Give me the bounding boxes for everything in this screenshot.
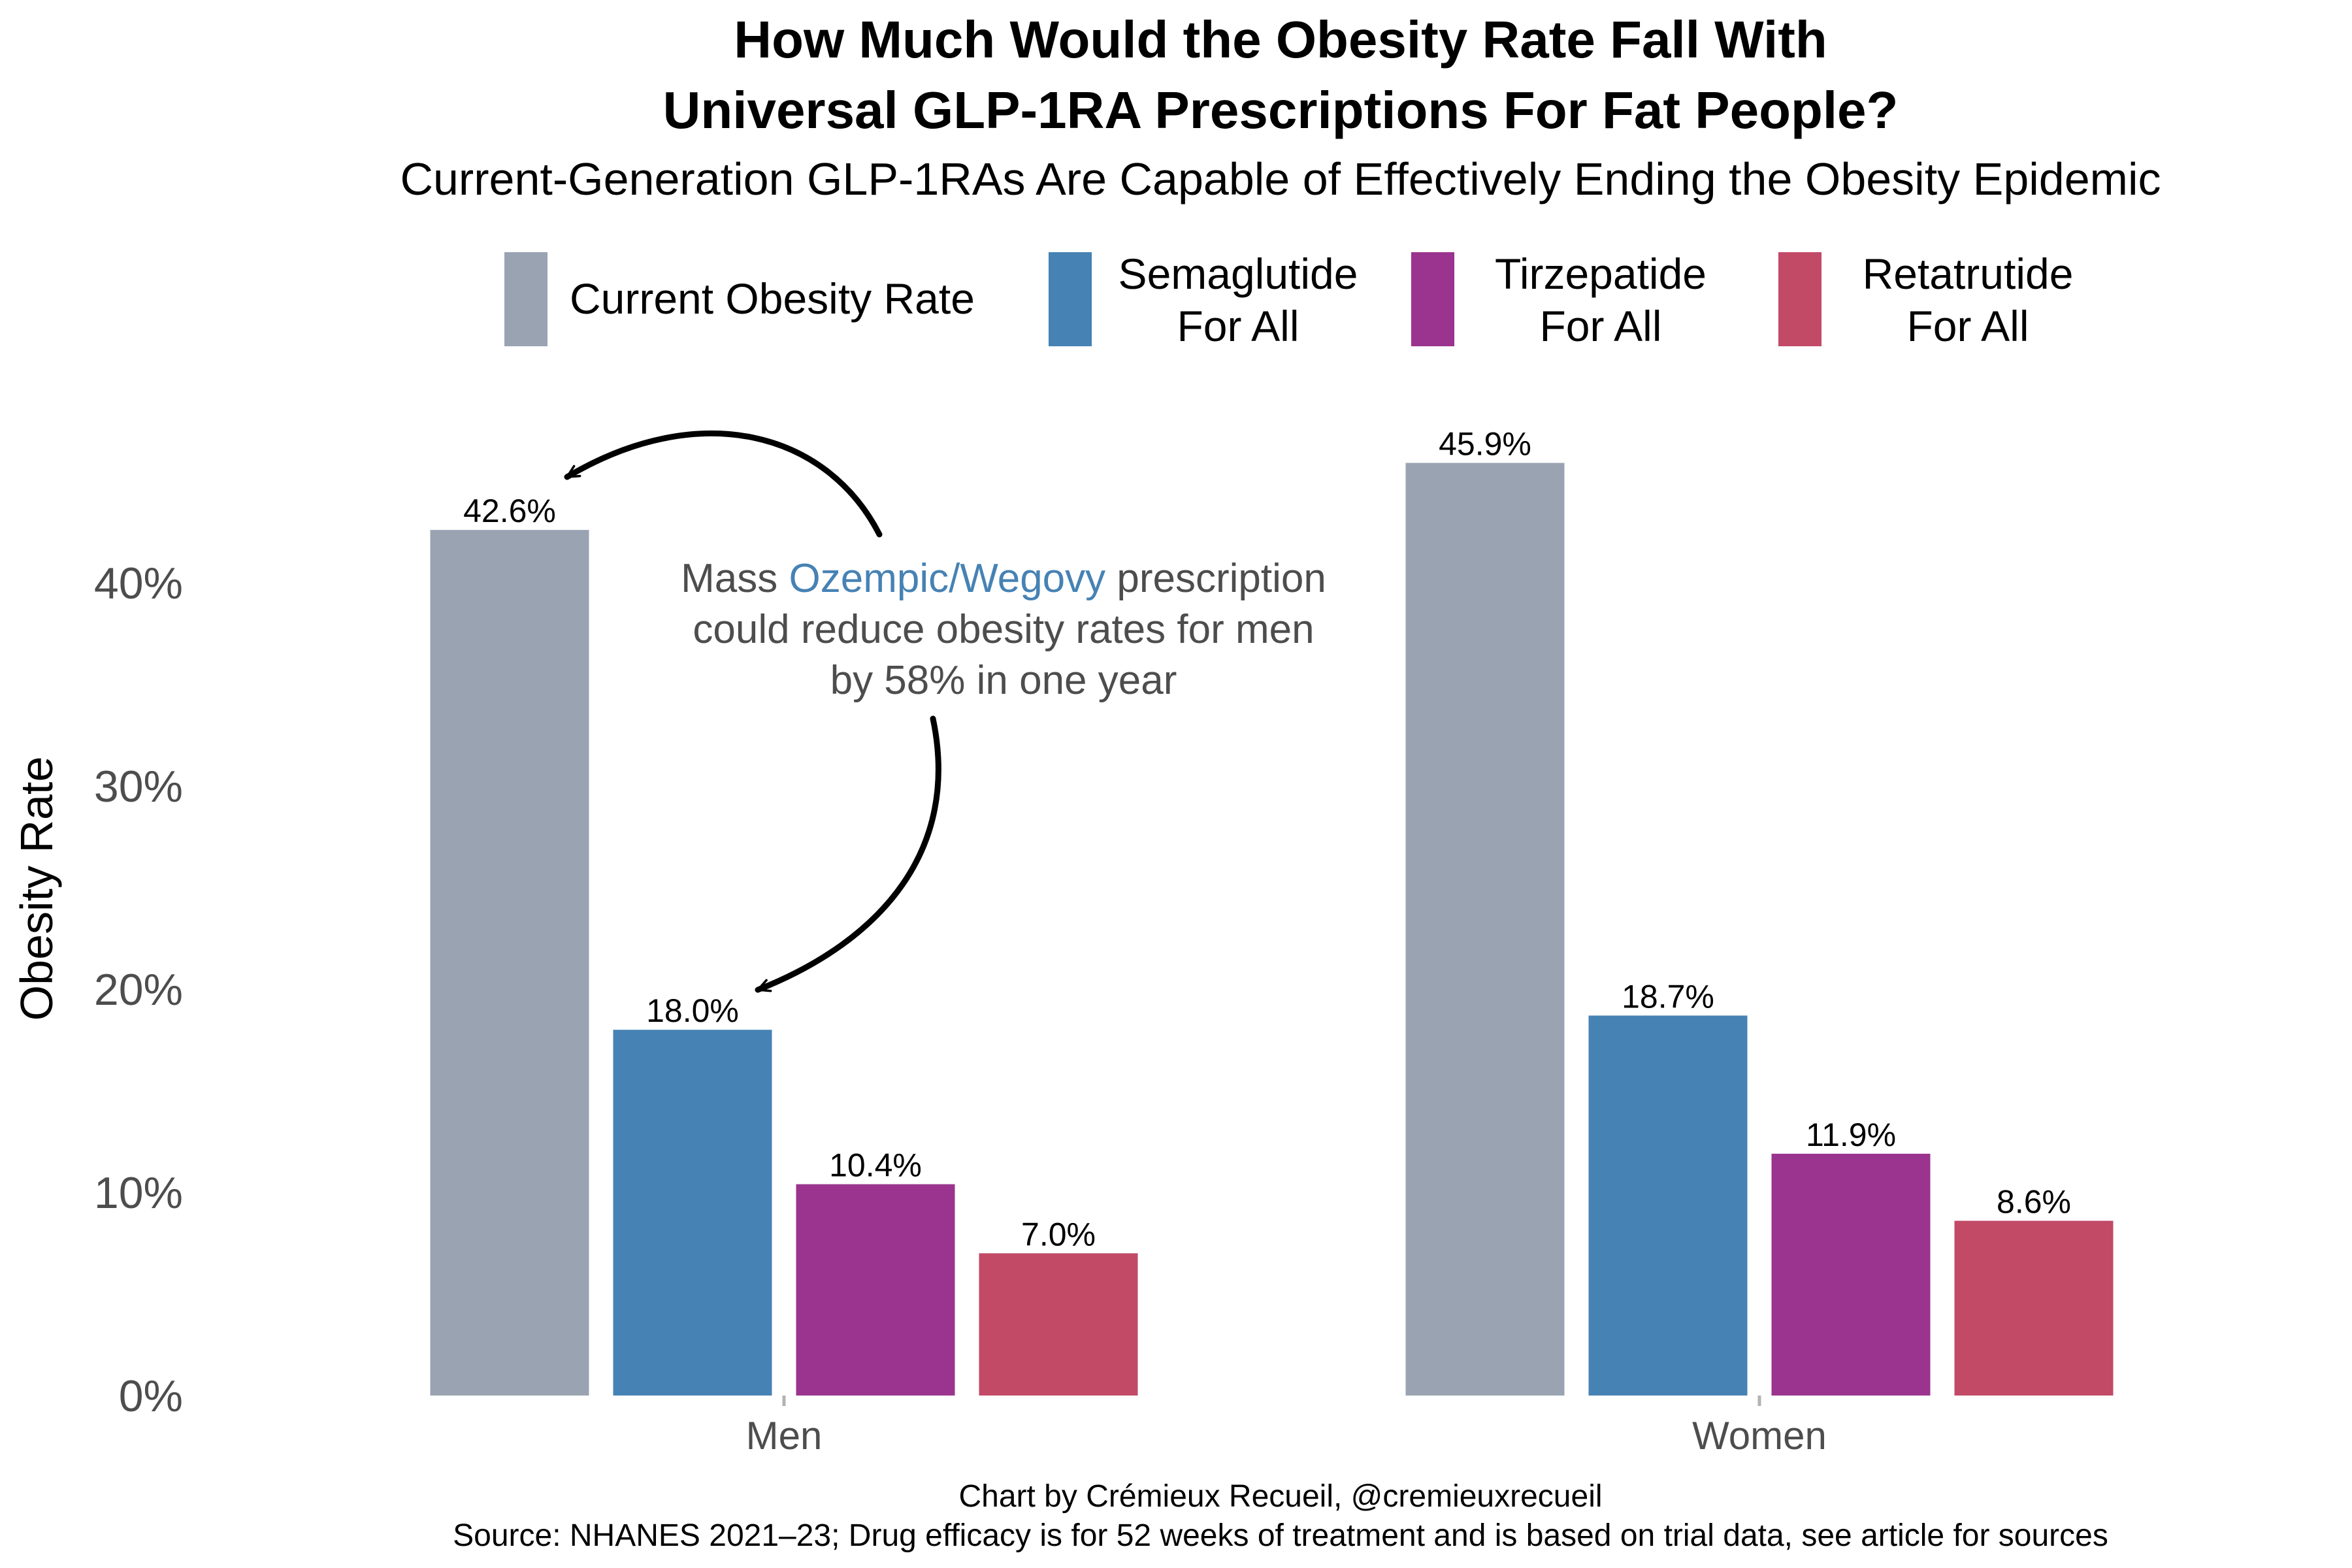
y-tick-label: 40% bbox=[94, 559, 183, 608]
legend-label: Retatrutide bbox=[1863, 250, 2074, 298]
bar-value-label: 45.9% bbox=[1439, 426, 1531, 463]
legend-swatch bbox=[1778, 252, 1821, 346]
bar-value-label: 7.0% bbox=[1021, 1216, 1096, 1252]
legend-swatch bbox=[1049, 252, 1092, 346]
y-axis-ticks: 0% 10% 20% 30% 40% bbox=[94, 559, 183, 1421]
bars: 42.6% 18.0% 10.4% 7.0% 45.9% 18.7% 11.9% 8.6% bbox=[430, 426, 2114, 1396]
chart-title-line1: How Much Would the Obesity Rate Fall Wit… bbox=[734, 10, 1827, 69]
y-axis-label: Obesity Rate bbox=[11, 757, 62, 1021]
chart-subtitle: Current-Generation GLP-1RAs Are Capable … bbox=[400, 154, 2161, 204]
x-tick-label: Men bbox=[746, 1414, 823, 1458]
annotation-arrow-down bbox=[755, 715, 941, 993]
bar bbox=[1405, 463, 1565, 1396]
y-tick-label: 0% bbox=[119, 1371, 183, 1421]
legend-item: Current Obesity Rate bbox=[504, 252, 975, 346]
bar bbox=[1771, 1153, 1931, 1396]
annotation-line3: by 58% in one year bbox=[830, 658, 1177, 703]
bar-value-label: 42.6% bbox=[463, 493, 556, 529]
legend-swatch bbox=[1411, 252, 1454, 346]
x-axis-ticks: Men Women bbox=[746, 1396, 1827, 1458]
legend-swatch bbox=[504, 252, 547, 346]
y-tick-label: 30% bbox=[94, 762, 183, 811]
annotation-line2: could reduce obesity rates for men bbox=[693, 607, 1314, 652]
legend-label: Current Obesity Rate bbox=[570, 274, 975, 323]
bar bbox=[1588, 1015, 1748, 1396]
legend-label: For All bbox=[1177, 302, 1299, 350]
annotation-arrow-up bbox=[564, 431, 883, 538]
bar bbox=[430, 530, 589, 1396]
y-tick-label: 10% bbox=[94, 1168, 183, 1218]
annotation-line1-prefix: Mass bbox=[681, 556, 789, 601]
bar bbox=[979, 1253, 1138, 1396]
bar-value-label: 11.9% bbox=[1806, 1117, 1896, 1153]
caption-line1: Chart by Crémieux Recueil, @cremieuxrecu… bbox=[958, 1479, 1602, 1514]
legend-label: Tirzepatide bbox=[1495, 250, 1707, 298]
bar-value-label: 8.6% bbox=[1997, 1184, 2071, 1220]
bar-value-label: 18.7% bbox=[1622, 978, 1714, 1015]
annotation-highlight: Ozempic/Wegovy bbox=[789, 556, 1105, 601]
bar bbox=[613, 1030, 772, 1396]
bar-value-label: 18.0% bbox=[646, 992, 739, 1029]
chart-title-line2: Universal GLP-1RA Prescriptions For Fat … bbox=[663, 81, 1899, 139]
caption-line2: Source: NHANES 2021–23; Drug efficacy is… bbox=[453, 1518, 2108, 1553]
bar-value-label: 10.4% bbox=[829, 1147, 922, 1184]
x-tick-label: Women bbox=[1692, 1414, 1827, 1458]
bar bbox=[1954, 1220, 2114, 1396]
legend-label: Semaglutide bbox=[1119, 250, 1358, 298]
annotation-line1-suffix: prescription bbox=[1105, 556, 1326, 601]
annotation-line1: Mass Ozempic/Wegovy prescription bbox=[681, 556, 1326, 601]
legend-label: For All bbox=[1906, 302, 2029, 350]
bar bbox=[796, 1184, 955, 1396]
legend-label: For All bbox=[1539, 302, 1661, 350]
y-tick-label: 20% bbox=[94, 965, 183, 1015]
